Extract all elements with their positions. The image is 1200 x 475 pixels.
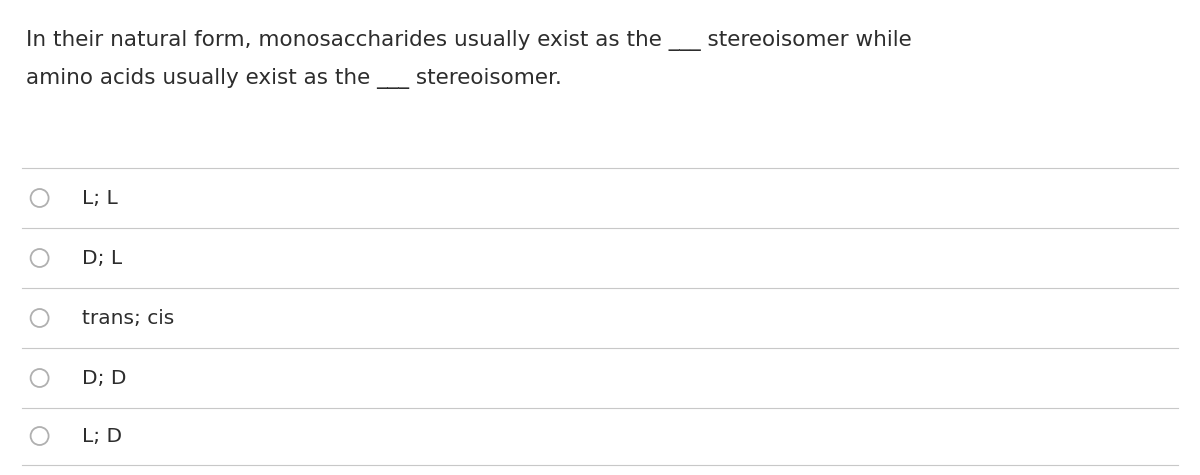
Text: trans; cis: trans; cis	[82, 308, 174, 327]
Text: In their natural form, monosaccharides usually exist as the ___ stereoisomer whi: In their natural form, monosaccharides u…	[26, 30, 912, 51]
Text: L; L: L; L	[82, 189, 118, 208]
Text: L; D: L; D	[82, 427, 121, 446]
Text: amino acids usually exist as the ___ stereoisomer.: amino acids usually exist as the ___ ste…	[26, 68, 563, 89]
Text: D; L: D; L	[82, 248, 121, 267]
Text: D; D: D; D	[82, 369, 126, 388]
